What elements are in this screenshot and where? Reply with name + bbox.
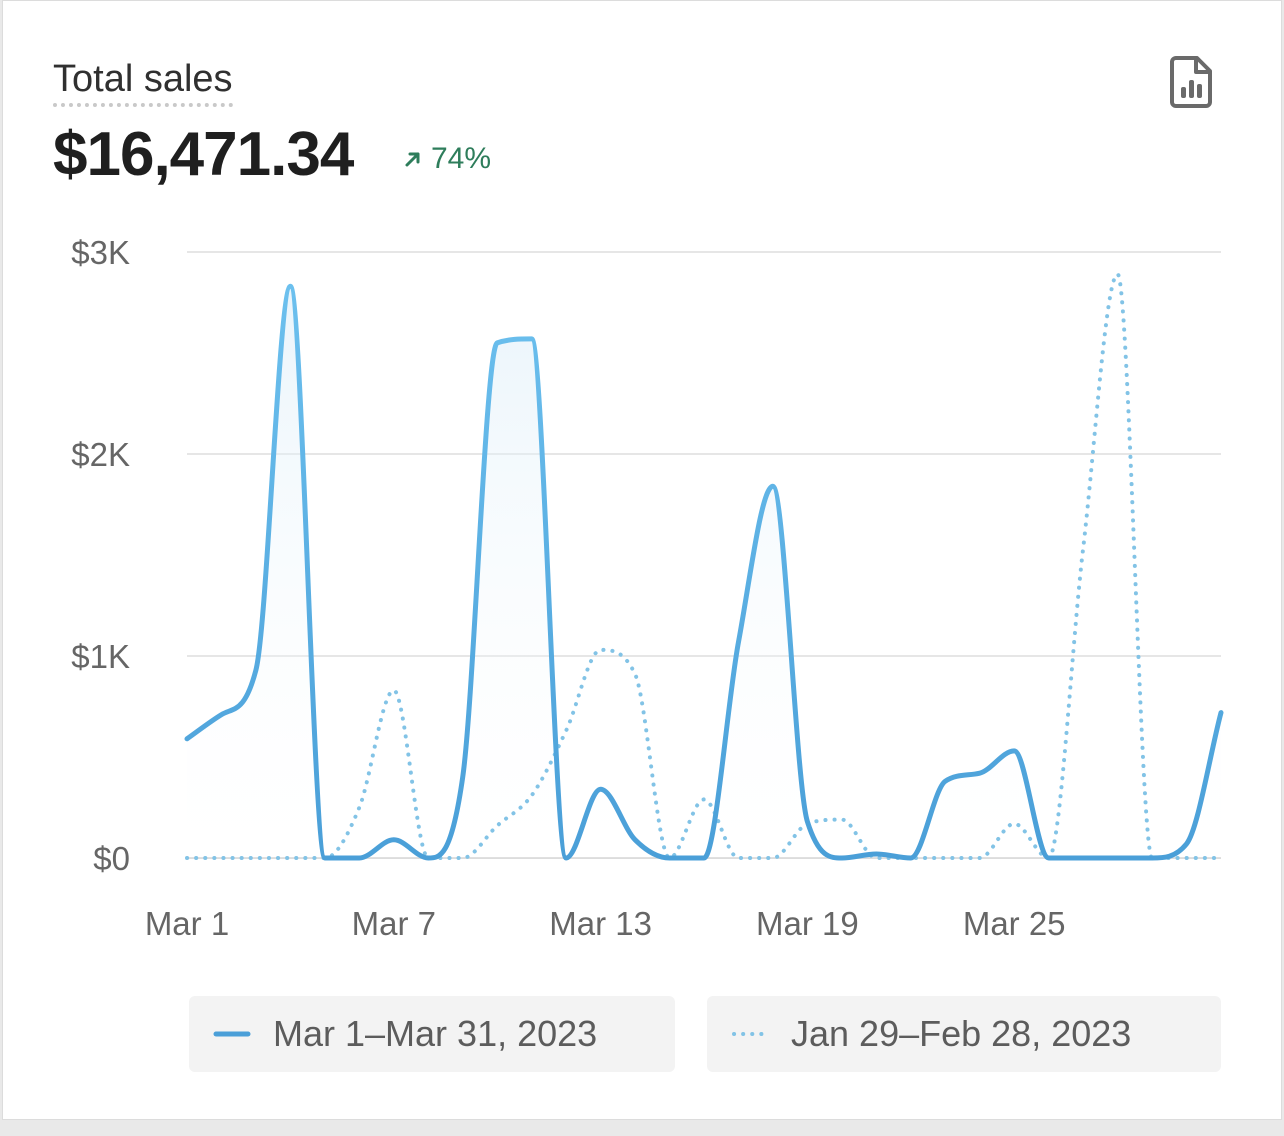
y-tick-label: $0 xyxy=(93,840,130,877)
y-axis-labels: $0 $1K $2K $3K xyxy=(71,234,130,877)
y-tick-label: $3K xyxy=(71,234,130,271)
current-period-line xyxy=(184,283,1224,861)
previous-period-line xyxy=(185,272,1223,861)
sales-line-chart: $0 $1K $2K $3K Mar 1 Mar 7 Mar 13 Mar 19 Mar 25 xyxy=(71,234,1224,942)
x-axis-labels: Mar 1 Mar 7 Mar 13 Mar 19 Mar 25 xyxy=(145,905,1066,942)
x-tick-label: Mar 19 xyxy=(756,905,859,942)
legend-item-previous[interactable]: Jan 29–Feb 28, 2023 xyxy=(707,996,1221,1072)
card-title[interactable]: Total sales xyxy=(53,57,233,107)
current-period-area xyxy=(187,286,1221,858)
legend-item-current[interactable]: Mar 1–Mar 31, 2023 xyxy=(189,996,675,1072)
x-tick-label: Mar 7 xyxy=(352,905,436,942)
y-tick-label: $2K xyxy=(71,436,130,473)
change-value: 74% xyxy=(431,142,492,175)
x-tick-label: Mar 13 xyxy=(549,905,652,942)
solid-line-swatch-icon xyxy=(213,1031,251,1037)
report-chart-icon[interactable] xyxy=(1167,55,1215,109)
legend-label-previous: Jan 29–Feb 28, 2023 xyxy=(791,1013,1132,1054)
x-tick-label: Mar 25 xyxy=(963,905,1066,942)
x-tick-label: Mar 1 xyxy=(145,905,229,942)
change-badge: 74% xyxy=(401,141,491,177)
trend-up-arrow-icon xyxy=(405,152,420,167)
legend-label-current: Mar 1–Mar 31, 2023 xyxy=(273,1013,598,1054)
grid-lines xyxy=(187,251,1221,859)
dotted-line-swatch-icon xyxy=(732,1032,768,1036)
y-tick-label: $1K xyxy=(71,638,130,675)
total-value: $16,471.34 xyxy=(53,120,354,189)
